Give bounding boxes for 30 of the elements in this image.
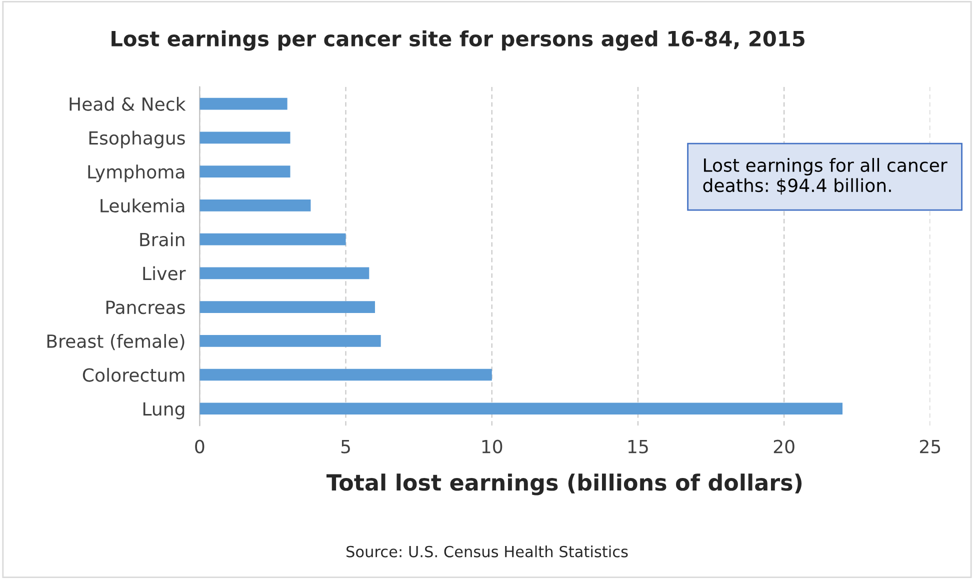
y-tick-label: Leukemia: [100, 198, 184, 213]
chart-title: Lost earnings per cancer site for persons aged 16-84, 2015: [112, 30, 804, 51]
x-tick-label: 0: [195, 440, 204, 454]
bar: [200, 98, 288, 110]
x-tick-label: 15: [628, 440, 648, 454]
x-tick-label: 5: [341, 440, 350, 454]
bar: [200, 402, 843, 415]
bar: [200, 199, 311, 212]
bar: [200, 132, 290, 144]
bar: [200, 233, 346, 246]
y-tick-label: Liver: [143, 266, 186, 280]
bar: [200, 166, 290, 178]
bar: [200, 301, 375, 313]
y-tick-label: Colorectum: [82, 368, 184, 382]
y-tick-label: Head & Neck: [70, 96, 186, 111]
y-tick-label: Lung: [143, 402, 184, 420]
bar: [200, 267, 370, 280]
annotation: Lost earnings for all cancer deaths: $94.4 billion.: [703, 158, 948, 195]
y-tick-label: Pancreas: [106, 300, 185, 314]
bar: [200, 368, 492, 381]
y-tick-label: Esophagus: [89, 130, 185, 148]
y-tick-label: Breast (female): [47, 334, 184, 350]
y-tick-label: Brain: [140, 232, 184, 246]
x-tick-label: 25: [920, 440, 940, 454]
x-tick-label: 20: [774, 440, 794, 454]
bar: [200, 334, 381, 347]
y-tick-label: Lymphoma: [88, 164, 184, 182]
source-note: Source: U.S. Census Health Statistics: [346, 546, 628, 558]
x-axis-title: Total lost earnings (billions of dollars): [326, 474, 802, 496]
x-tick-label: 10: [482, 440, 502, 454]
